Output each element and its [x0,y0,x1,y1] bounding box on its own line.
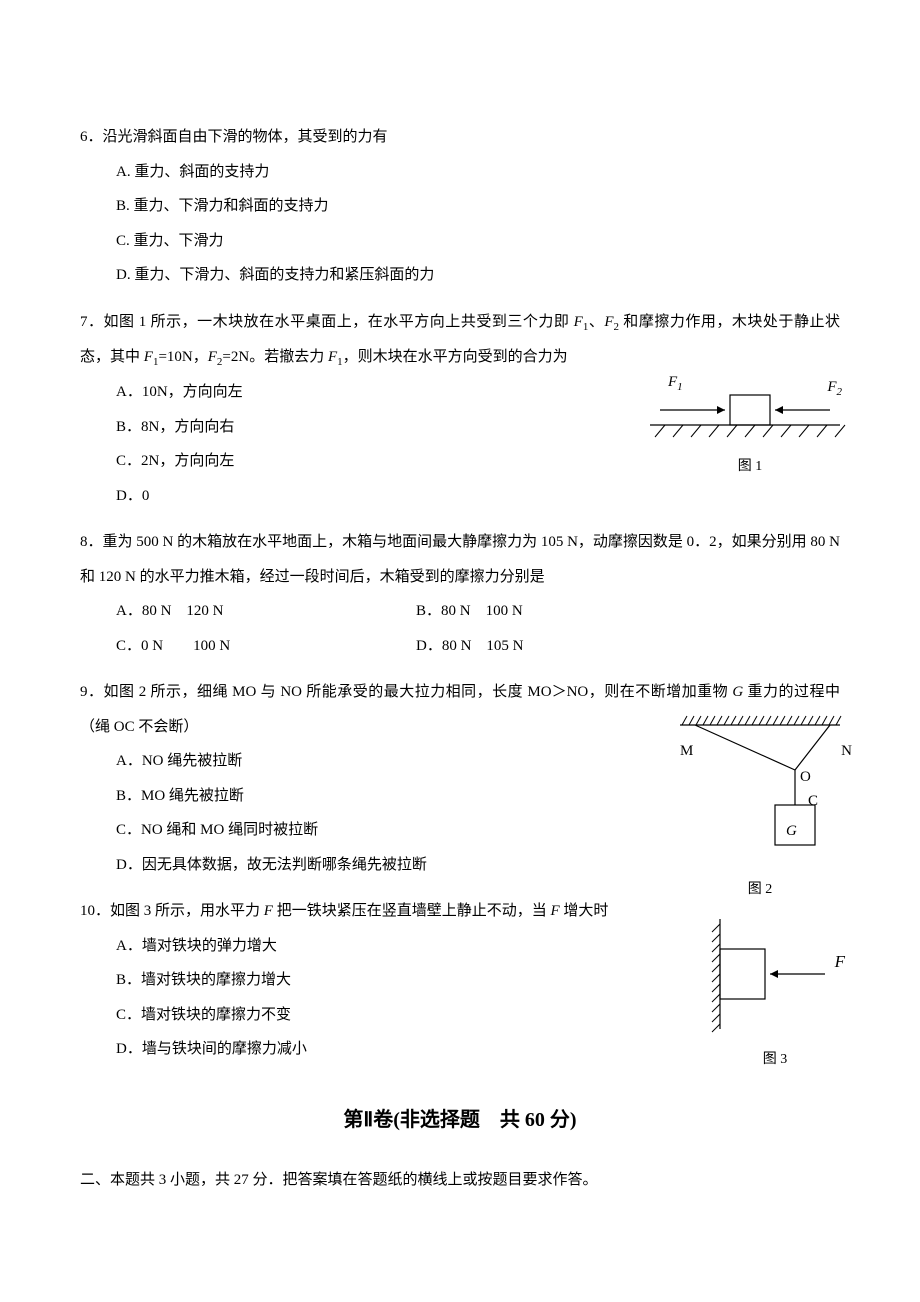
fig3-label-f: F [835,942,845,981]
figure-2: M N O C G 图 2 [660,710,860,906]
question-7: 7．如图 1 所示，一木块放在水平桌面上，在水平方向上共受到三个力即 F1、F2… [80,305,840,514]
exam-page: 6．沿光滑斜面自由下滑的物体，其受到的力有 A. 重力、斜面的支持力 B. 重力… [0,0,920,1257]
fig1-label-f1: F1 [668,365,683,400]
figure-3-caption: 图 3 [690,1044,860,1076]
question-8: 8．重为 500 N 的木箱放在水平地面上，木箱与地面间最大静摩擦力为 105 … [80,525,840,663]
figure-3-svg [690,914,840,1034]
figure-1: F1 F2 图 1 [640,365,860,483]
question-10: 10．如图 3 所示，用水平力 F 把一铁块紧压在竖直墙壁上静止不动，当 F 增… [80,894,840,1067]
figure-2-svg [660,710,850,860]
section-2-instruction: 二、本题共 3 小题，共 27 分．把答案填在答题纸的横线上或按题目要求作答。 [80,1163,840,1198]
q6-option-d: D. 重力、下滑力、斜面的支持力和紧压斜面的力 [116,258,840,293]
q8-row1: A．80 N 120 N B．80 N 100 N [80,594,840,629]
fig2-label-g: G [786,814,797,849]
q6-stem: 6．沿光滑斜面自由下滑的物体，其受到的力有 [80,120,840,155]
q7-option-d: D．0 [116,479,840,514]
q8-row2: C．0 N 100 N D．80 N 105 N [80,629,840,664]
fig2-label-c: C [808,784,818,819]
q8-option-d: D．80 N 105 N [416,629,796,664]
q8-option-b: B．80 N 100 N [416,594,796,629]
question-6: 6．沿光滑斜面自由下滑的物体，其受到的力有 A. 重力、斜面的支持力 B. 重力… [80,120,840,293]
q6-option-b: B. 重力、下滑力和斜面的支持力 [116,189,840,224]
fig1-label-f2: F2 [827,370,842,405]
fig2-label-n: N [841,734,852,769]
q6-option-a: A. 重力、斜面的支持力 [116,155,840,190]
figure-3: F 图 3 [690,914,860,1076]
fig2-label-m: M [680,734,693,769]
q8-stem: 8．重为 500 N 的木箱放在水平地面上，木箱与地面间最大静摩擦力为 105 … [80,525,840,594]
q6-option-c: C. 重力、下滑力 [116,224,840,259]
question-9: 9．如图 2 所示，细绳 MO 与 NO 所能承受的最大拉力相同，长度 MO＞N… [80,675,840,882]
figure-1-caption: 图 1 [640,451,860,483]
section-2-header: 第Ⅱ卷(非选择题 共 60 分) [80,1097,840,1143]
